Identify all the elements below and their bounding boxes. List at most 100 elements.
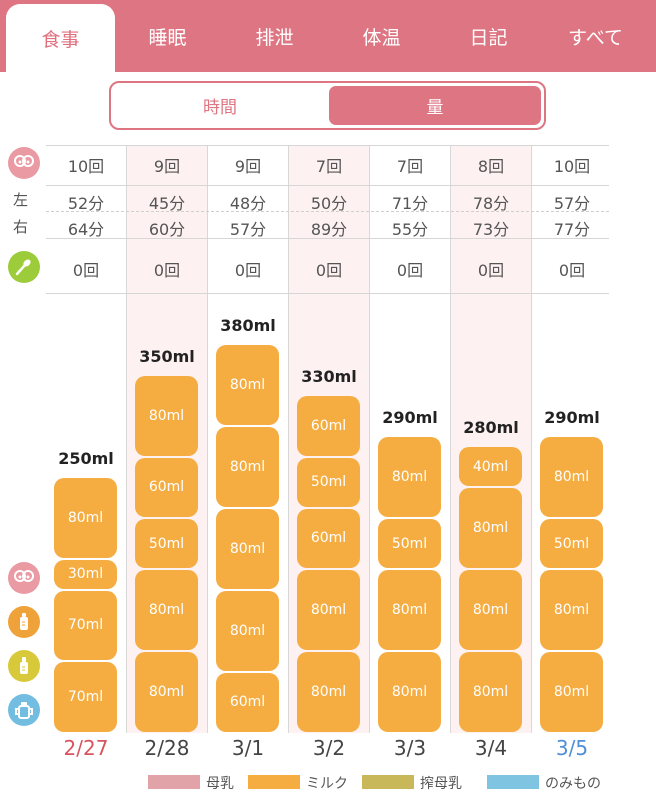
milk-segment[interactable]: 80ml: [378, 570, 441, 651]
legend-label: 母乳: [206, 776, 234, 792]
legend-swatch: [248, 775, 300, 789]
legend-swatch: [487, 775, 539, 789]
amount-toggle-button[interactable]: 量: [329, 86, 541, 125]
row-divider: [46, 293, 609, 294]
milk-segment[interactable]: 50ml: [540, 518, 603, 569]
milk-segment[interactable]: 70ml: [54, 590, 117, 661]
milk-segment[interactable]: 80ml: [216, 426, 279, 507]
date-label[interactable]: 3/3: [393, 736, 427, 760]
drink-cup-icon: [8, 694, 40, 726]
left-side-label: 左: [13, 191, 29, 209]
column-divider: [207, 145, 208, 733]
breast-count: 8回: [477, 157, 505, 176]
legend-breast-icon: [8, 562, 40, 594]
milk-segment[interactable]: 80ml: [378, 437, 441, 517]
daily-total: 250ml: [58, 449, 114, 468]
left-duration: 71分: [391, 194, 429, 213]
breast-count: 9回: [153, 157, 181, 176]
milk-segment[interactable]: 80ml: [216, 508, 279, 589]
milk-segment[interactable]: 80ml: [540, 652, 603, 732]
date-label[interactable]: 3/2: [312, 736, 346, 760]
right-duration: 89分: [310, 220, 348, 239]
right-duration: 57分: [229, 220, 267, 239]
legend-swatch: [148, 775, 200, 789]
milk-segment[interactable]: 40ml: [459, 447, 522, 487]
tab-all[interactable]: すべて: [568, 26, 623, 49]
right-duration: 60分: [148, 220, 186, 239]
milk-segment[interactable]: 80ml: [459, 652, 522, 732]
milk-segment[interactable]: 80ml: [135, 652, 198, 732]
daily-total: 330ml: [301, 367, 357, 387]
milk-segment[interactable]: 80ml: [378, 652, 441, 732]
date-label[interactable]: 3/5: [555, 736, 589, 760]
milk-segment[interactable]: 80ml: [54, 478, 117, 558]
milk-segment[interactable]: 30ml: [54, 559, 117, 589]
row-divider: [46, 145, 609, 146]
milk-segment[interactable]: 80ml: [135, 375, 198, 456]
daily-total: 290ml: [382, 408, 438, 428]
milk-segment[interactable]: 80ml: [216, 344, 279, 425]
milk-bottle-icon: [8, 606, 40, 638]
right-duration: 55分: [391, 220, 429, 239]
date-label[interactable]: 3/1: [231, 736, 265, 760]
breast-count: 9回: [234, 157, 262, 176]
left-duration: 48分: [229, 194, 267, 213]
milk-segment[interactable]: 50ml: [297, 457, 360, 507]
milk-segment[interactable]: 50ml: [135, 518, 198, 569]
milk-segment[interactable]: 60ml: [216, 672, 279, 732]
milk-segment[interactable]: 80ml: [135, 570, 198, 651]
food-count: 0回: [558, 261, 586, 280]
date-label[interactable]: 2/28: [144, 736, 190, 760]
legend-label: 搾母乳: [420, 776, 462, 792]
milk-segment[interactable]: 60ml: [135, 457, 198, 517]
column-divider: [531, 145, 532, 733]
spoon-icon: [8, 251, 40, 283]
tab-excretion[interactable]: 排泄: [255, 26, 294, 49]
milk-segment[interactable]: 80ml: [540, 570, 603, 651]
legend: 母乳 ミルク 搾母乳 のみもの: [0, 770, 656, 794]
row-divider: [46, 211, 609, 212]
date-label[interactable]: 3/4: [474, 736, 508, 760]
food-count: 0回: [315, 261, 343, 280]
tab-bar: 食事 睡眠 排泄 体温 日記 すべて: [0, 0, 656, 72]
tab-diary[interactable]: 日記: [469, 26, 508, 49]
tab-temperature[interactable]: 体温: [362, 26, 401, 49]
breast-count: 10回: [67, 157, 105, 176]
food-count: 0回: [72, 261, 100, 280]
right-duration: 77分: [553, 220, 591, 239]
right-duration: 64分: [67, 220, 105, 239]
daily-total: 380ml: [220, 315, 276, 335]
milk-segment[interactable]: 60ml: [297, 396, 360, 456]
milk-segment[interactable]: 70ml: [54, 662, 117, 732]
time-toggle-button[interactable]: 時間: [203, 98, 237, 118]
date-label[interactable]: 2/27: [63, 736, 109, 760]
row-divider: [46, 185, 609, 186]
left-duration: 50分: [310, 194, 348, 213]
tab-meal[interactable]: 食事: [6, 4, 115, 72]
milk-segment[interactable]: 60ml: [297, 508, 360, 569]
right-side-label: 右: [13, 218, 29, 236]
tab-sleep[interactable]: 睡眠: [148, 26, 187, 49]
left-duration: 45分: [148, 194, 186, 213]
left-duration: 52分: [67, 194, 105, 213]
column-divider: [126, 145, 127, 733]
milk-segment[interactable]: 80ml: [459, 488, 522, 569]
milk-segment[interactable]: 80ml: [297, 652, 360, 732]
column-divider: [369, 145, 370, 733]
daily-total: 290ml: [544, 408, 600, 428]
food-count: 0回: [396, 261, 424, 280]
food-count: 0回: [234, 261, 262, 280]
milk-segment[interactable]: 80ml: [216, 590, 279, 671]
row-divider: [46, 238, 609, 239]
milk-segment[interactable]: 80ml: [459, 570, 522, 651]
milk-segment[interactable]: 50ml: [378, 518, 441, 569]
left-duration: 57分: [553, 194, 591, 213]
legend-label: のみもの: [545, 776, 601, 792]
weekly-feeding-grid: 10回 52分 64分 0回 70ml 70ml 30ml 80ml 250ml 9回 45分 60分…: [46, 145, 609, 733]
breast-count: 7回: [315, 157, 343, 176]
milk-segment[interactable]: 80ml: [297, 570, 360, 651]
daily-total: 350ml: [139, 346, 195, 366]
milk-segment[interactable]: 80ml: [540, 437, 603, 517]
food-count: 0回: [153, 261, 181, 280]
pumped-bottle-icon: [8, 650, 40, 682]
